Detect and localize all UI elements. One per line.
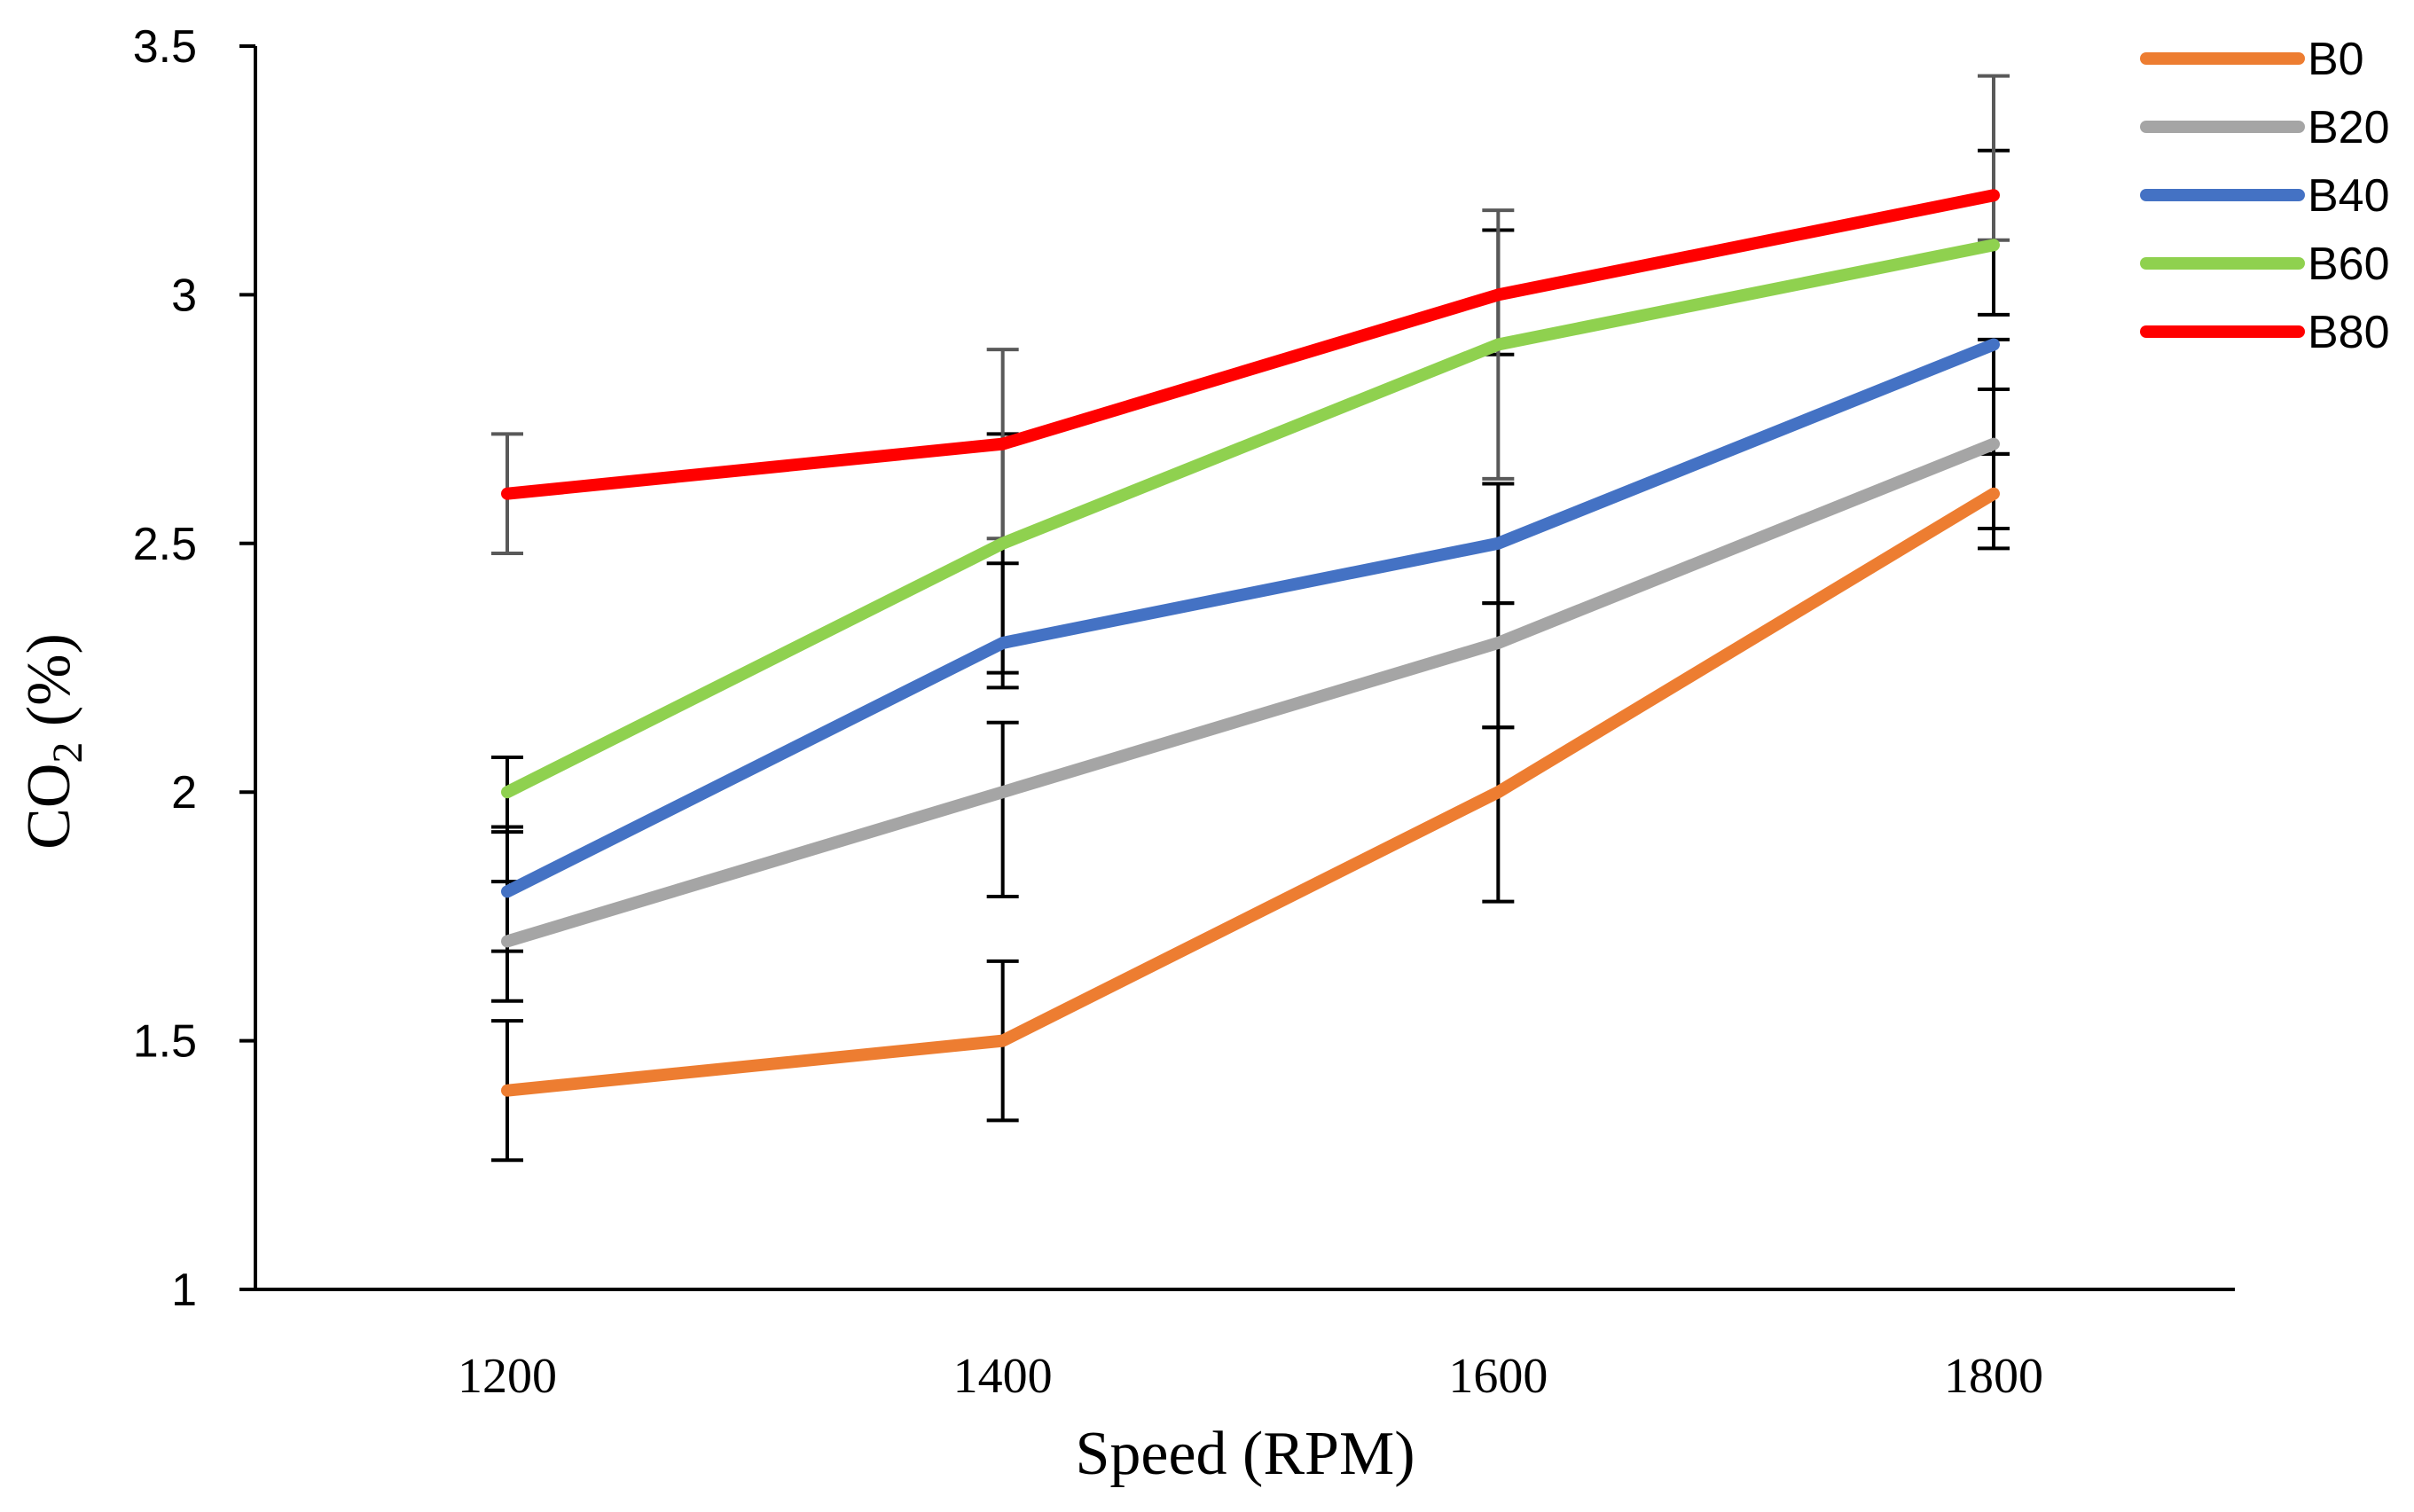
y-tick-label: 3 [171,270,197,321]
y-tick-label: 3.5 [133,21,197,73]
y-axis-title-subscript: 2 [44,742,91,764]
y-axis-title-main: CO [15,764,83,850]
series-line-b20 [501,437,2000,948]
x-tick-labels: 1200 1400 1600 1800 [458,1349,2043,1404]
x-tick-label: 1600 [1448,1349,1548,1404]
series-line-b60 [501,239,2000,799]
x-tick-label: 1400 [953,1349,1053,1404]
series-line-b40 [501,338,2000,898]
axes [254,46,2235,1291]
y-tick-label: 2 [171,767,197,819]
series-line-b0 [501,487,2000,1097]
legend-label-b80: B80 [2308,307,2390,358]
series-line-b80 [501,189,2000,500]
y-tick-label: 1 [171,1265,197,1316]
y-tick-label: 1.5 [133,1016,197,1068]
x-tick-label: 1200 [458,1349,557,1404]
legend-label-b0: B0 [2308,34,2364,85]
y-tick-label: 2.5 [133,519,197,570]
legend-label-b20: B20 [2308,102,2390,153]
series-lines [501,189,2000,1097]
y-axis-title: CO2 (%) [15,633,91,850]
x-tick-label: 1800 [1944,1349,2043,1404]
y-axis-title-suffix: (%) [15,633,83,741]
legend: B0 B20 B40 B60 B80 [2140,34,2390,358]
y-tick-labels: 1 1.5 2 2.5 3 3.5 [133,21,255,1316]
x-axis-title: Speed (RPM) [1075,1420,1415,1488]
legend-label-b40: B40 [2308,170,2390,222]
legend-label-b60: B60 [2308,239,2390,290]
